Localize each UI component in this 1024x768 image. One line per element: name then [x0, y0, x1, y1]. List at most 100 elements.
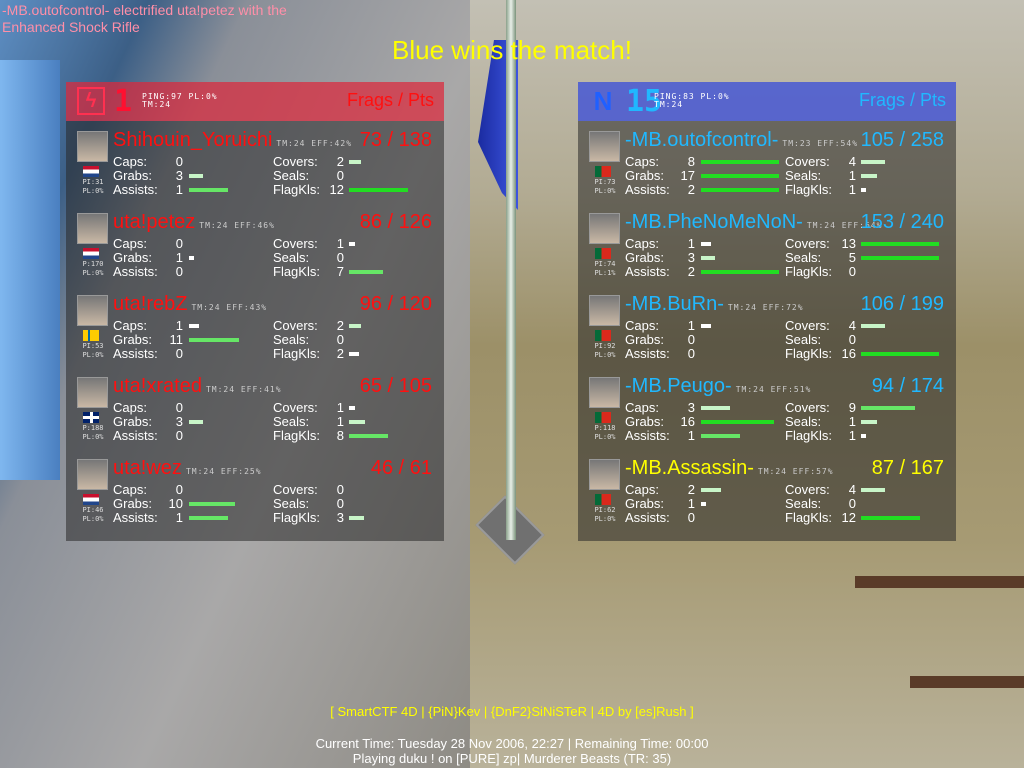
stat-grabs: Grabs: 16 — [625, 415, 774, 429]
stat-label: Seals: — [273, 414, 310, 429]
stat-assists: Assists: 2 — [625, 264, 779, 279]
stat-grabs: Grabs: 3 — [625, 251, 715, 265]
stat-label: Assists: — [625, 182, 670, 197]
stat-label: Caps: — [625, 154, 659, 169]
stat-value: 1 — [687, 318, 695, 333]
stat-value: 9 — [848, 400, 856, 415]
stat-label: Covers: — [785, 318, 830, 333]
player-row: PI:74 PL:1% -MB.PheNoMeNoN- TM:24 EFF:64% 15… — [578, 211, 956, 293]
stat-flagkills: FlagKls: 2 — [273, 347, 359, 361]
stat-bar — [349, 188, 408, 192]
player-name: -MB.Assassin- TM:24 EFF:57% — [625, 457, 834, 479]
player-row: PI:46 PL:0% uta!wez TM:24 EFF:25% 46 / 61 Cap… — [66, 457, 444, 539]
stat-label: Covers: — [785, 236, 830, 251]
player-name: Shihouin_Yoruichi TM:24 EFF:42% — [113, 129, 353, 151]
player-ping: PI:92 PL:0% — [582, 342, 628, 360]
country-flag-icon — [595, 248, 611, 259]
player-frags-pts: 65 / 105 — [359, 375, 432, 397]
stat-bar — [861, 516, 920, 520]
ping-value: PI:74 — [594, 260, 616, 268]
player-tm-eff: TM:24 EFF:41% — [205, 385, 282, 394]
stat-value: 2 — [336, 154, 344, 169]
player-row: P:170 PL:0% uta!petez TM:24 EFF:46% 86 / 126… — [66, 211, 444, 293]
stat-seals: Seals: 0 — [785, 497, 856, 511]
stat-covers: Covers: 9 — [785, 401, 915, 415]
country-flag-icon — [83, 412, 99, 423]
stat-bar — [861, 242, 939, 246]
stat-label: Caps: — [625, 400, 659, 415]
player-name: uta!wez TM:24 EFF:25% — [113, 457, 262, 479]
stat-label: Caps: — [625, 236, 659, 251]
stat-caps: Caps: 0 — [113, 483, 183, 497]
red-team-panel: ϟ 1 PING:97 PL:0% TM:24 Frags / Pts PI:31… — [66, 82, 444, 541]
player-frags-pts: 96 / 120 — [359, 293, 432, 315]
stat-flagkills: FlagKls: 12 — [785, 511, 920, 525]
stat-flagkills: FlagKls: 8 — [273, 429, 388, 443]
stat-label: Grabs: — [113, 414, 153, 429]
player-name: -MB.PheNoMeNoN- TM:24 EFF:64% — [625, 211, 883, 233]
stat-value: 1 — [848, 182, 856, 197]
stat-assists: Assists: 0 — [625, 347, 695, 361]
stat-value: 12 — [329, 182, 344, 197]
stat-assists: Assists: 0 — [625, 511, 695, 525]
player-avatar — [77, 377, 108, 408]
stat-seals: Seals: 1 — [785, 168, 877, 183]
stat-label: FlagKls: — [785, 346, 832, 361]
stat-flagkills: FlagKls: 3 — [273, 511, 364, 525]
stat-caps: Caps: 1 — [625, 319, 711, 333]
stat-value: 1 — [336, 236, 344, 251]
stat-flagkills: FlagKls: 1 — [785, 428, 866, 443]
stat-caps: Caps: 0 — [113, 155, 183, 169]
ping-value: PI:53 — [82, 342, 104, 350]
stat-label: FlagKls: — [273, 182, 320, 197]
player-list: PI:31 PL:0% Shihouin_Yoruichi TM:24 EFF:42%… — [66, 121, 444, 541]
stat-bar — [861, 434, 866, 438]
stat-value: 1 — [687, 236, 695, 251]
player-list: PI:73 PL:0% -MB.outofcontrol- TM:23 EFF:54%… — [578, 121, 956, 541]
stat-caps: Caps: 8 — [625, 154, 779, 169]
stat-label: Seals: — [785, 250, 822, 265]
stat-caps: Caps: 1 — [625, 236, 711, 251]
winner-banner: Blue wins the match! — [392, 35, 632, 65]
stat-bar — [189, 256, 194, 260]
stat-bar — [189, 502, 235, 506]
player-ping: PI:53 PL:0% — [70, 342, 116, 360]
packet-loss-value: PL:1% — [594, 269, 616, 277]
stat-bar — [861, 352, 939, 356]
stat-caps: Caps: 0 — [113, 401, 183, 415]
stat-label: FlagKls: — [785, 428, 832, 443]
stat-value: 0 — [848, 496, 856, 511]
player-frags-pts: 94 / 174 — [871, 375, 944, 397]
stat-caps: Caps: 3 — [625, 400, 730, 415]
player-avatar — [589, 131, 620, 162]
stat-seals: Seals: 1 — [273, 414, 365, 429]
player-frags-pts: 46 / 61 — [370, 457, 432, 479]
stat-label: Seals: — [785, 168, 822, 183]
stat-covers: Covers: 4 — [785, 483, 885, 497]
packet-loss-value: PL:0% — [82, 187, 104, 195]
stat-value: 0 — [336, 332, 344, 347]
stat-label: Caps: — [625, 482, 659, 497]
ping-value: PI:73 — [594, 178, 616, 186]
stat-value: 4 — [848, 154, 856, 169]
packet-loss-value: PL:0% — [594, 515, 616, 523]
team-time: TM:24 — [654, 100, 684, 109]
stat-bar — [189, 174, 203, 178]
stat-covers: Covers: 1 — [273, 401, 355, 415]
stat-value: 2 — [687, 482, 695, 497]
flag-pole — [506, 0, 516, 540]
stat-assists: Assists: 1 — [113, 183, 228, 197]
stat-value: 11 — [169, 332, 184, 347]
stat-label: Grabs: — [625, 496, 665, 511]
country-flag-icon — [83, 248, 99, 259]
stat-grabs: Grabs: 3 — [113, 169, 203, 183]
stat-value: 4 — [848, 482, 856, 497]
stat-value: 0 — [175, 482, 183, 497]
server-line: Playing duku ! on [PURE] zp| Murderer Be… — [352, 751, 672, 766]
stat-label: Assists: — [625, 264, 670, 279]
stat-bar — [701, 188, 779, 192]
stat-bar — [701, 406, 730, 410]
stat-value: 2 — [336, 318, 344, 333]
stat-value: 0 — [175, 428, 183, 443]
ping-value: PI:92 — [594, 342, 616, 350]
